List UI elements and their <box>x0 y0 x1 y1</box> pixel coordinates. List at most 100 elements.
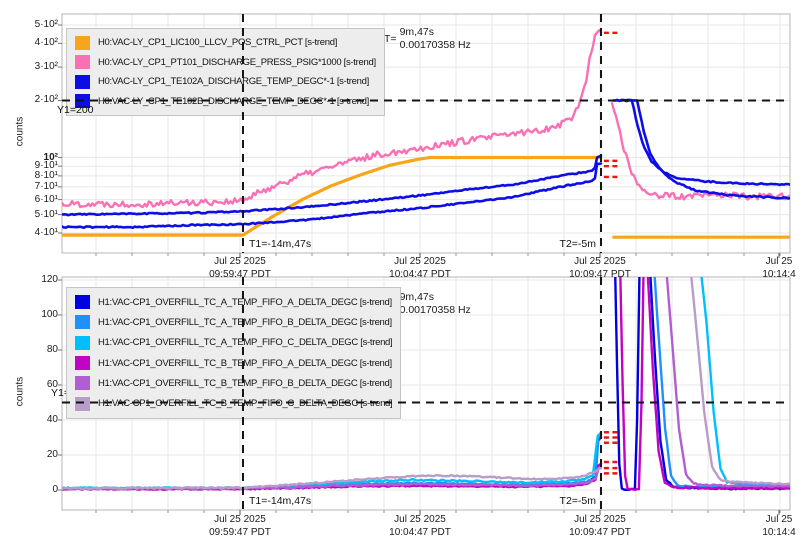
x-tick-date: Jul 25 2025 <box>574 514 626 525</box>
y-axis-tick-label: 5·10² <box>34 19 58 30</box>
legend-item[interactable]: H0:VAC-LY_CP1_TE102A_DISCHARGE_TEMP_DEGC… <box>75 72 376 92</box>
x-axis-tick-label: Jul 25 2025 09:59:47 PDT <box>185 514 295 539</box>
x-tick-time: 10:04:47 PDT <box>389 268 451 280</box>
series-tc_b_fifo_c <box>62 277 790 491</box>
legend-label: H1:VAC-CP1_OVERFILL_TC_B_TEMP_FIFO_C_DEL… <box>98 398 393 410</box>
grid-h1 <box>62 277 790 510</box>
legend-label: H1:VAC-CP1_OVERFILL_TC_B_TEMP_FIFO_A_DEL… <box>98 357 392 369</box>
x-tick-time: 09:59:47 PDT <box>209 268 271 280</box>
series-te102a_discharge_temp <box>62 98 790 217</box>
legend-label: H0:VAC-LY_CP1_LIC100_LLCV_POS_CTRL_PCT [… <box>98 37 338 49</box>
legend-item[interactable]: H0:VAC-LY_CP1_TE102B_DISCHARGE_TEMP_DEGC… <box>75 92 376 112</box>
axis-ticks <box>58 279 781 515</box>
legend-item[interactable]: H1:VAC-CP1_OVERFILL_TC_B_TEMP_FIFO_C_DEL… <box>75 393 393 413</box>
legend-swatch <box>75 35 90 50</box>
y-axis-tick-label: 7·10¹ <box>34 180 58 192</box>
series-group <box>62 277 790 491</box>
t1-cursor-label: T1=-14m,47s <box>248 238 312 250</box>
y-axis-tick-label: 6·10¹ <box>34 193 58 205</box>
y-axis-tick-label: 100 <box>41 309 58 320</box>
plot-border <box>61 13 791 254</box>
x-axis-tick-label: Jul 25 2025 10:04:47 PDT <box>365 514 475 539</box>
x-tick-date: Jul 25 2025 <box>574 256 626 267</box>
x-axis-tick-label: Jul 25 2025 10:09:47 PDT <box>545 514 655 539</box>
legend-item[interactable]: H0:VAC-LY_CP1_LIC100_LLCV_POS_CTRL_PCT [… <box>75 33 376 53</box>
y-axis-tick-label: 2·10² <box>34 94 58 106</box>
legend-swatch <box>75 376 90 391</box>
legend-swatch <box>75 396 90 411</box>
x-axis-tick-label: Jul 25 10:14:4 <box>724 256 804 281</box>
series-te102b_discharge_temp <box>62 98 790 229</box>
y-axis-tick-label: 3·10² <box>34 61 58 73</box>
legend-label: H1:VAC-CP1_OVERFILL_TC_A_TEMP_FIFO_B_DEL… <box>98 316 392 328</box>
x-tick-time: 10:09:47 PDT <box>569 268 631 280</box>
legend-label: H0:VAC-LY_CP1_TE102B_DISCHARGE_TEMP_DEGC… <box>98 95 369 107</box>
y-axis-tick-label: 40 <box>46 414 58 425</box>
legend-swatch <box>75 315 90 330</box>
x-axis-tick-label: Jul 25 2025 10:09:47 PDT <box>545 256 655 281</box>
t2-cursor-label: T2=-5m <box>559 238 596 250</box>
y-axis-tick-label: 80 <box>46 344 58 355</box>
delta-t-duration: 9m,47s <box>399 291 434 303</box>
legend-swatch <box>75 55 90 70</box>
t1-cursor-label: T1=-14m,47s <box>248 495 312 507</box>
legend-h1: H1:VAC-CP1_OVERFILL_TC_A_TEMP_FIFO_A_DEL… <box>66 287 402 419</box>
y-axis-tick-label: 4·10² <box>34 37 58 49</box>
series-pt101_discharge_press <box>62 29 790 209</box>
x-axis-tick-label: Jul 25 2025 09:59:47 PDT <box>185 256 295 281</box>
x-tick-date: Jul 25 <box>765 256 793 267</box>
legend-label: H1:VAC-CP1_OVERFILL_TC_B_TEMP_FIFO_B_DEL… <box>98 377 392 389</box>
x-axis-tick-label: Jul 25 10:14:4 <box>724 514 804 539</box>
y-axis-tick-label: 8·10¹ <box>34 169 58 181</box>
series-tc_b_fifo_a <box>62 277 790 491</box>
axis-ticks <box>58 24 781 258</box>
y-axis-tick-label: 60 <box>46 379 58 390</box>
legend-item[interactable]: H1:VAC-CP1_OVERFILL_TC_A_TEMP_FIFO_C_DEL… <box>75 333 393 353</box>
x-tick-date: Jul 25 2025 <box>394 256 446 267</box>
x-tick-date: Jul 25 <box>765 514 793 525</box>
x-tick-date: Jul 25 2025 <box>394 514 446 525</box>
x-axis-tick-label: Jul 25 2025 10:04:47 PDT <box>365 256 475 281</box>
legend-item[interactable]: H0:VAC-LY_CP1_PT101_DISCHARGE_PRESS_PSIG… <box>75 53 376 73</box>
delta-t-duration: 9m,47s <box>399 26 434 38</box>
x-tick-date: Jul 25 2025 <box>214 514 266 525</box>
delta-t-frequency: 0.00170358 Hz <box>399 38 471 51</box>
legend-item[interactable]: H1:VAC-CP1_OVERFILL_TC_A_TEMP_FIFO_A_DEL… <box>75 292 392 312</box>
y-axis-tick-label: 4·10¹ <box>34 226 58 238</box>
legend-item[interactable]: H1:VAC-CP1_OVERFILL_TC_B_TEMP_FIFO_B_DEL… <box>75 373 392 393</box>
x-tick-time: 10:04:47 PDT <box>389 526 451 538</box>
legend-swatch <box>75 356 90 371</box>
y-axis-title: counts <box>14 116 26 146</box>
x-tick-time: 10:14:4 <box>762 526 796 538</box>
y-axis-tick-label: 0 <box>52 484 58 495</box>
legend-item[interactable]: H1:VAC-CP1_OVERFILL_TC_A_TEMP_FIFO_B_DEL… <box>75 312 392 332</box>
y1-cursor-label: Y1=200 <box>57 104 94 117</box>
legend-item[interactable]: H1:VAC-CP1_OVERFILL_TC_B_TEMP_FIFO_A_DEL… <box>75 353 392 373</box>
x-tick-time: 09:59:47 PDT <box>209 526 271 538</box>
legend-swatch <box>75 74 90 89</box>
series-group <box>62 29 790 239</box>
legend-label: H0:VAC-LY_CP1_PT101_DISCHARGE_PRESS_PSIG… <box>98 56 376 68</box>
y-axis-tick-label: 5·10¹ <box>34 208 58 220</box>
x-tick-time: 10:14:4 <box>762 268 796 280</box>
legend-swatch <box>75 295 90 310</box>
legend-label: H1:VAC-CP1_OVERFILL_TC_A_TEMP_FIFO_C_DEL… <box>98 337 393 349</box>
legend-h0: H0:VAC-LY_CP1_LIC100_LLCV_POS_CTRL_PCT [… <box>66 28 385 116</box>
legend-label: H1:VAC-CP1_OVERFILL_TC_A_TEMP_FIFO_A_DEL… <box>98 296 392 308</box>
delta-t-values: 9m,47s 0.00170358 Hz <box>400 291 471 316</box>
y-axis-tick-label: 10² <box>43 151 58 163</box>
y-axis-title: counts <box>14 376 26 406</box>
delta-t-values: 9m,47s 0.00170358 Hz <box>400 26 471 51</box>
series-lic100_llcv_pos_ctrl_pct <box>62 155 790 239</box>
x-tick-date: Jul 25 2025 <box>214 256 266 267</box>
y-axis-tick-label: 120 <box>41 274 58 285</box>
y-axis-tick-label: 9·10¹ <box>34 160 58 172</box>
y-axis-tick-label: 20 <box>46 449 58 460</box>
legend-label: H0:VAC-LY_CP1_TE102A_DISCHARGE_TEMP_DEGC… <box>98 76 369 88</box>
plot-border <box>61 276 791 511</box>
